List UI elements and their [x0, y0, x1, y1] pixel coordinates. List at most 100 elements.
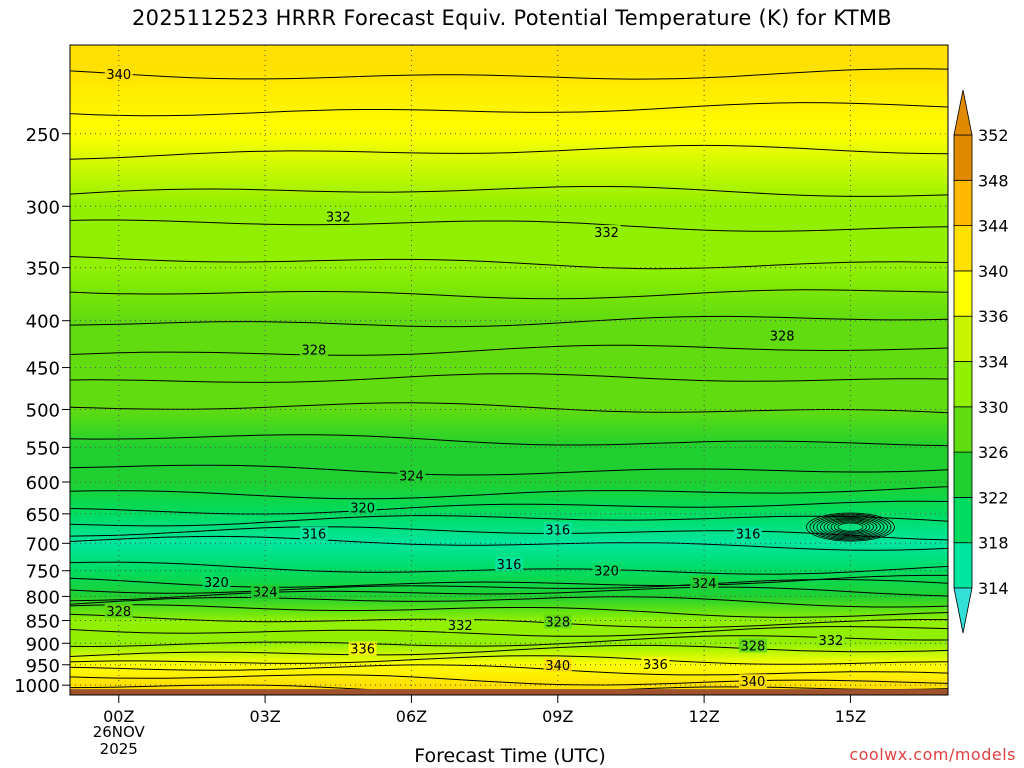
colorbar-bin	[953, 542, 973, 589]
colorbar-bin	[953, 134, 973, 181]
chart-title: 2025112523 HRRR Forecast Equiv. Potentia…	[132, 6, 892, 30]
contour-label-bg	[104, 66, 133, 81]
contour-label: 324	[399, 469, 424, 484]
y-tick-label: 700	[26, 534, 60, 555]
surface-band	[70, 689, 948, 695]
y-tick-label: 650	[26, 505, 60, 526]
contour-label-bg	[738, 638, 767, 653]
contour-label-bg	[768, 328, 797, 343]
y-tick-label: 900	[26, 634, 60, 655]
contour-label-bg	[348, 641, 377, 656]
colorbar-label: 340	[978, 262, 1009, 281]
x-date-label: 2025	[100, 740, 138, 758]
contour-line	[70, 596, 948, 608]
contour-label: 328	[740, 639, 765, 654]
y-tick-label: 300	[26, 197, 60, 218]
contour-label-bg	[592, 224, 621, 239]
contour-label-bg	[690, 575, 719, 590]
contour-line	[70, 289, 948, 300]
contour-line	[70, 186, 948, 197]
contour-cell	[820, 517, 881, 538]
contour-label: 332	[448, 619, 473, 634]
colorbar: 314 318 322 326 330 334 336 340 344 348 352	[953, 89, 1009, 634]
contour-line	[70, 434, 948, 447]
contour-line	[70, 500, 948, 515]
contour-label: 320	[594, 565, 619, 580]
contour-line	[70, 373, 948, 383]
contour-line	[70, 604, 948, 618]
x-tick-label: 09Z	[542, 707, 573, 726]
contour-label: 320	[350, 502, 375, 517]
x-date-label: 26NOV	[93, 723, 146, 741]
x-tick-label: 06Z	[396, 707, 427, 726]
colorbar-label: 334	[978, 353, 1009, 372]
contour-label-bg	[543, 614, 572, 629]
x-tick-label: 00Z	[103, 707, 134, 726]
contour-label-bg	[543, 522, 572, 537]
contour-label-bg	[299, 526, 328, 541]
colorbar-label: 314	[978, 579, 1009, 598]
x-axis-title: Forecast Time (UTC)	[414, 745, 606, 767]
plot-border	[69, 44, 949, 696]
contour-label: 336	[643, 658, 668, 673]
contour-label: 324	[692, 577, 717, 592]
colorbar-bin	[953, 496, 973, 544]
contour-label: 324	[253, 585, 278, 600]
contour-cell	[837, 522, 864, 532]
contour-label: 316	[736, 528, 761, 543]
colorbar-label: 348	[978, 171, 1009, 190]
contour-line	[70, 674, 948, 686]
plot-frame	[69, 44, 949, 696]
y-tick-label: 400	[26, 312, 60, 333]
colorbar-bin	[953, 451, 973, 498]
colorbar-bottom-arrow	[953, 587, 973, 634]
x-tick-label: 12Z	[688, 707, 719, 726]
colorbar-top-arrow	[953, 89, 973, 136]
credit-link[interactable]: coolwx.com/models	[849, 745, 1016, 764]
contour-label: 328	[106, 605, 131, 620]
contour-line	[70, 515, 948, 527]
contour-label: 332	[819, 634, 844, 649]
colorbar-bin	[953, 361, 973, 408]
contour-cell	[806, 512, 895, 542]
contour-label: 340	[545, 659, 570, 674]
contour-line	[70, 464, 948, 476]
y-tick-label: 550	[26, 438, 60, 459]
contour-label: 328	[770, 329, 795, 344]
contour-line	[70, 655, 948, 665]
y-tick-label: 850	[26, 612, 60, 633]
colorbar-bin	[953, 225, 973, 272]
contour-line	[70, 644, 948, 657]
contour-line	[70, 486, 948, 500]
y-tick-label: 800	[26, 587, 60, 608]
contour-line	[70, 144, 948, 160]
contour-label-bg	[734, 526, 763, 541]
colorbar-label: 326	[978, 443, 1009, 462]
y-axis: 2503003504004505005506006507007508008509…	[14, 125, 70, 697]
contour-line	[70, 402, 948, 414]
contour-label: 328	[301, 343, 326, 358]
contour-label-bg	[495, 556, 523, 571]
contour-line	[70, 526, 948, 541]
contour-line	[70, 315, 948, 328]
colorbar-label: 336	[978, 307, 1009, 326]
contour-label: 332	[594, 226, 619, 241]
contour-label-bg	[251, 584, 280, 599]
colorbar-bin	[953, 179, 973, 227]
contour-line	[70, 626, 948, 637]
contour-line	[70, 535, 948, 551]
y-tick-label: 250	[26, 125, 60, 146]
contour-line	[70, 635, 948, 648]
contour-line	[70, 68, 948, 80]
contour-line	[70, 613, 948, 629]
colorbar-label: 352	[978, 126, 1009, 145]
contour-label-bg	[592, 563, 621, 578]
contour-line	[70, 102, 948, 117]
contour-line	[70, 344, 948, 356]
colorbar-bin	[953, 270, 973, 317]
y-tick-label: 500	[26, 400, 60, 421]
colorbar-label: 322	[978, 488, 1009, 507]
